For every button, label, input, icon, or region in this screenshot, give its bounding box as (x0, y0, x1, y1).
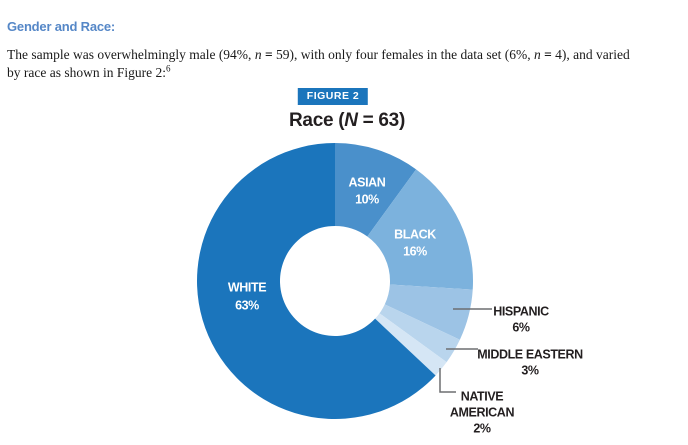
body-line-1: The sample was overwhelmingly male (94%,… (7, 46, 630, 64)
body-paragraph: The sample was overwhelmingly male (94%,… (7, 46, 630, 82)
slice-label-native-american-line3: 2% (473, 421, 491, 435)
text-segment: = (540, 47, 556, 62)
pie-slice-middle-eastern (379, 304, 460, 363)
pie-slice-asian (335, 143, 417, 237)
slice-label-middle-eastern-line1: MIDDLE EASTERN (477, 347, 583, 361)
text-segment: by race as shown in Figure 2: (7, 65, 166, 80)
text-segment: = (261, 47, 277, 62)
leader-line-native-american (439, 368, 456, 393)
text-segment: n (254, 47, 262, 62)
pie-slice-native-american (375, 313, 447, 376)
slice-label-hispanic-line1: HISPANIC (493, 304, 549, 318)
text-segment: 6 (165, 63, 171, 74)
text-segment: n (533, 47, 541, 62)
slice-label-middle-eastern-line2: 3% (521, 363, 539, 377)
slice-label-native-american-line1: NATIVE (461, 389, 504, 403)
text-segment: 59), with only four females in the data … (276, 47, 534, 62)
slice-label-white-line1: WHITE (228, 280, 266, 294)
pie-slice-hispanic (384, 284, 473, 340)
figure-title: Race (N = 63) (289, 110, 405, 132)
pie-slice-white (197, 143, 436, 419)
slice-label-white-line2: 63% (235, 298, 259, 312)
slice-label-native-american-line2: AMERICAN (450, 405, 515, 419)
section-heading: Gender and Race: (7, 19, 116, 34)
slice-label-asian-line1: ASIAN (349, 175, 386, 189)
slice-label-hispanic-line2: 6% (512, 320, 530, 334)
figure-title-n: N (344, 110, 358, 131)
pie-slice-black (367, 169, 474, 290)
text-segment: The sample was overwhelmingly male (94%, (7, 47, 255, 62)
slice-label-asian-line2: 10% (355, 192, 379, 206)
text-segment: 4), and varied (555, 47, 630, 62)
figure-title-prefix: Race ( (289, 110, 345, 131)
body-line-2: by race as shown in Figure 2:6 (7, 64, 630, 82)
slice-label-black-line1: BLACK (394, 227, 436, 241)
figure-badge: FIGURE 2 (297, 88, 369, 105)
figure-title-suffix: = 63) (357, 110, 406, 131)
slice-label-black-line2: 16% (403, 244, 427, 258)
